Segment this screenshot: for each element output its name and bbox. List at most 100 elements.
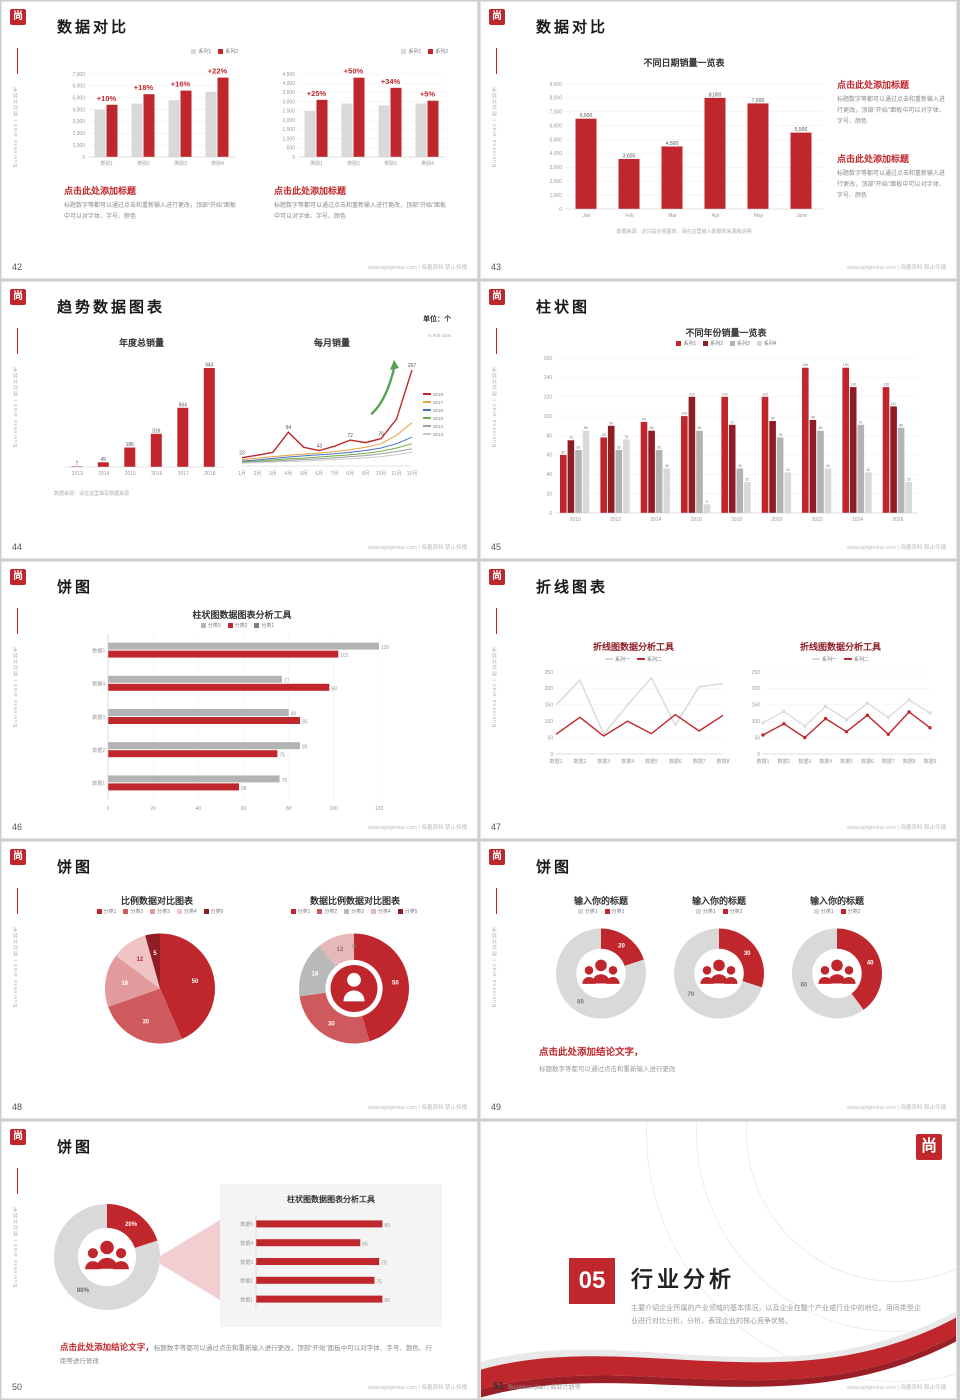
bar-chart: 9,000 8,000 7,000 6,000 5,000 4,000 3,000 2,000… <box>539 70 829 220</box>
svg-text:5,500: 5,500 <box>795 127 808 133</box>
svg-text:数据8: 数据8 <box>717 758 730 765</box>
slide-45[interactable]: 柱状图 不同年份销量一览表 系列1 系列2 系列3 系列4 160 140 120 100 80… <box>480 281 957 559</box>
slide-47[interactable]: 折线图表 折线图数据分析工具 系列一 系列二 250 200 150 100 50 0 数据1 数… <box>480 561 957 839</box>
svg-text:75: 75 <box>279 753 285 759</box>
svg-text:78: 78 <box>778 433 782 437</box>
legend-item: 分类4 <box>176 908 197 915</box>
svg-text:150: 150 <box>752 703 761 709</box>
slide-48[interactable]: 饼图 比例数据对比图表 分类1 分类2 分类3 分类4 分类5 50 30 18 12 5 数据比… <box>1 841 478 1119</box>
decorative-arc <box>646 1122 956 1382</box>
svg-text:类别1: 类别1 <box>100 160 113 167</box>
slide-footer: www.pptgenius.com | 海量资料 禁止传播 <box>368 1385 467 1391</box>
legend-item: 分类3 <box>150 908 170 915</box>
svg-text:130: 130 <box>850 383 856 387</box>
svg-text:7,000: 7,000 <box>549 110 562 116</box>
svg-text:9,000: 9,000 <box>549 82 562 88</box>
svg-text:42: 42 <box>866 468 870 472</box>
svg-text:8,000: 8,000 <box>549 96 562 102</box>
legend-item: 分类2 <box>317 908 337 915</box>
slide-title: 饼图 <box>57 859 94 876</box>
svg-text:120: 120 <box>762 392 768 396</box>
svg-text:85: 85 <box>650 426 654 430</box>
svg-text:4,000: 4,000 <box>549 151 562 157</box>
svg-text:80%: 80% <box>77 1288 90 1294</box>
bar-chart-annual: 2013 7 2014 45 2015 186 2016 316 2017 564 2018 943 <box>54 350 229 478</box>
svg-text:+22%: +22% <box>208 67 228 76</box>
slide-46[interactable]: 饼图 柱状图数据图表分析工具 分类3 分类2 分类1 0 20 40 60 80 100 120 数… <box>1 561 478 839</box>
chart-title: 折线图数据分析工具 <box>592 642 674 652</box>
svg-text:30: 30 <box>744 951 751 957</box>
svg-text:60: 60 <box>546 453 552 459</box>
svg-text:7,600: 7,600 <box>752 98 765 104</box>
svg-text:数据4: 数据4 <box>819 758 832 765</box>
svg-text:0: 0 <box>559 207 562 213</box>
block-heading: 点击此处添加标题 <box>837 154 910 164</box>
chart-legend: 系列1 系列2 <box>62 46 242 56</box>
svg-text:数据4: 数据4 <box>240 1240 253 1247</box>
svg-text:数据1: 数据1 <box>550 758 563 765</box>
slide-51[interactable]: 尚 05 行业分析 主要介绍企业所属的产业领域的基本情况，以及企业在整个产业或行… <box>480 1121 957 1399</box>
svg-text:20%: 20% <box>125 1222 138 1228</box>
svg-text:+5%: +5% <box>420 90 436 99</box>
chart-title: 柱状图数据图表分析工具 <box>192 610 292 620</box>
chart-title: 输入你的标题 <box>573 896 628 906</box>
svg-text:50: 50 <box>547 735 553 741</box>
donut-chart-3: 分类1 分类2 40 60 <box>782 906 892 1031</box>
svg-text:类别1: 类别1 <box>310 160 323 167</box>
svg-text:94: 94 <box>642 417 646 421</box>
svg-text:46: 46 <box>826 464 830 468</box>
sidebar-vertical-text: Business plan | 商业计划书 <box>13 1206 19 1288</box>
svg-text:23: 23 <box>239 451 245 457</box>
line-chart-right: 系列一 系列二 250 200 150 100 50 0 数据1 数据2 数据3 数据4 数据5 数据6 数… <box>743 654 938 766</box>
svg-text:0: 0 <box>757 752 760 758</box>
svg-text:4,000: 4,000 <box>282 81 295 87</box>
text-block: 点击此处添加标题 标题数字等都可以通过点击和重新输入进行更改，顶部“开始”面板中… <box>64 184 236 223</box>
chart-title: 不同年份销量一览表 <box>685 328 767 338</box>
svg-text:96: 96 <box>811 416 815 420</box>
page-number: 50 <box>12 1382 23 1392</box>
svg-text:20: 20 <box>546 491 552 497</box>
conclusion-body: 标题数字等都可以通过点击和重新输入进行更改 <box>539 1066 676 1073</box>
block-body: 标题数字等都可以通过点击和重新输入进行更改，顶部“开始”面板中可以对字体、字号、… <box>274 203 446 220</box>
svg-text:200: 200 <box>752 686 761 692</box>
svg-text:50: 50 <box>754 735 760 741</box>
page-number: 47 <box>491 822 502 832</box>
slide-43[interactable]: 数据对比 不同日期销量一览表 9,000 8,000 7,000 6,000 5,000… <box>480 1 957 279</box>
svg-text:+50%: +50% <box>344 67 364 76</box>
slide-49[interactable]: 饼图 输入你的标题 分类1 分类2 20 80 输入你的标题 分类1 分类2 30 70 输… <box>480 841 957 1119</box>
svg-text:6,000: 6,000 <box>72 84 85 90</box>
sidebar-vertical-text: Business plan | 商业计划书 <box>492 646 498 728</box>
sidebar-accent-line <box>496 328 497 354</box>
svg-text:数据6: 数据6 <box>861 758 874 765</box>
svg-text:20: 20 <box>618 943 625 949</box>
unit-note: 单位：个 in 900 units <box>423 314 451 342</box>
svg-text:1月: 1月 <box>238 471 246 477</box>
svg-text:2018: 2018 <box>731 517 742 523</box>
chart-legend: 系列一 系列二 <box>536 654 731 664</box>
svg-text:+10%: +10% <box>97 94 117 103</box>
donut-chart: 分类1 分类2 分类3 分类4 分类5 50 30 18 12 0 <box>289 906 419 1061</box>
legend-item: 分类1 <box>254 622 274 629</box>
svg-text:120: 120 <box>544 395 553 401</box>
conclusion-heading: 点击此处添加结论文字， <box>60 1342 154 1352</box>
svg-text:42: 42 <box>786 468 790 472</box>
slide-footer-left: 51 Business plan | 商业计划书 <box>493 1381 580 1392</box>
slide-42[interactable]: 数据对比 系列1 系列2 7,000 6,000 5,000 4,000 3,000 2,00… <box>1 1 478 279</box>
svg-text:2016: 2016 <box>691 517 702 523</box>
svg-text:+18%: +18% <box>134 83 154 92</box>
data-source-note: 数据来源：这只是示意图表，请在这里输入数据的来源和说明 <box>616 229 752 235</box>
svg-text:80: 80 <box>384 1298 390 1304</box>
svg-text:80: 80 <box>546 433 552 439</box>
legend-item: 系列4 <box>756 340 777 347</box>
svg-text:数据3: 数据3 <box>798 758 811 765</box>
slide-44[interactable]: 趋势数据图表 单位：个 in 900 units 年度总销量 2013 7 2014… <box>1 281 478 559</box>
svg-text:3,000: 3,000 <box>72 119 85 125</box>
svg-text:类别3: 类别3 <box>174 160 187 167</box>
svg-text:120: 120 <box>722 392 728 396</box>
slide-50[interactable]: 饼图 20% 80% 柱状图数据图表分析工具 数据5 80 数据4 66 数据3 78 数据2… <box>1 1121 478 1399</box>
svg-text:120: 120 <box>381 645 390 651</box>
svg-text:80: 80 <box>384 1223 390 1229</box>
svg-text:5,000: 5,000 <box>72 96 85 102</box>
svg-text:85: 85 <box>584 426 588 430</box>
